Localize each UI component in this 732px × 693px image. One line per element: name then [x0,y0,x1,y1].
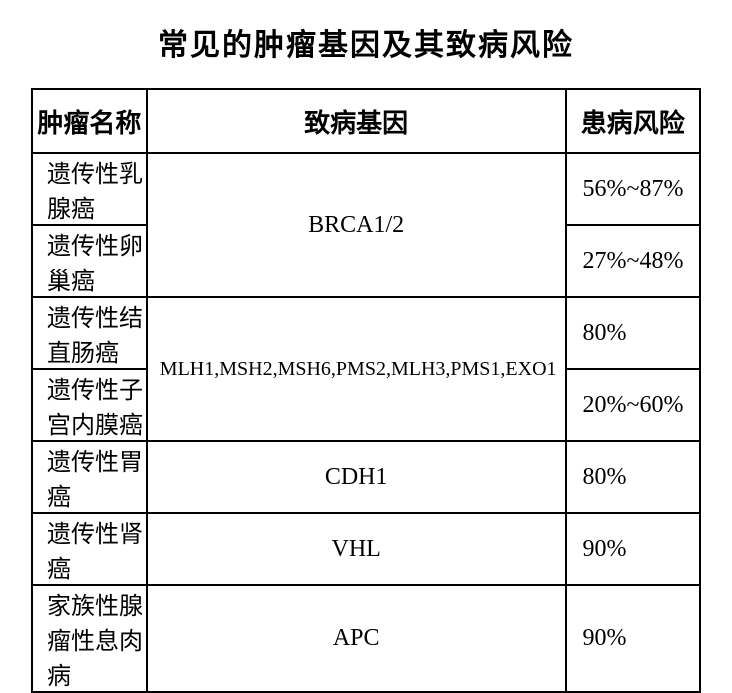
cell-tumor-name: 遗传性卵巢癌 [32,225,147,297]
cell-tumor-name: 遗传性结直肠癌 [32,297,147,369]
cell-gene: MLH1,MSH2,MSH6,PMS2,MLH3,PMS1,EXO1 [147,297,566,441]
tumor-gene-table: 肿瘤名称 致病基因 患病风险 遗传性乳腺癌 BRCA1/2 56%~87% 遗传… [31,88,701,693]
cell-risk: 90% [566,585,700,692]
cell-risk: 80% [566,297,700,369]
cell-tumor-name: 家族性腺瘤性息肉病 [32,585,147,692]
cell-tumor-name: 遗传性肾癌 [32,513,147,585]
table-row: 遗传性胃癌 CDH1 80% [32,441,700,513]
cell-gene: APC [147,585,566,692]
header-risk: 患病风险 [566,89,700,153]
cell-gene: CDH1 [147,441,566,513]
cell-risk: 27%~48% [566,225,700,297]
cell-tumor-name: 遗传性乳腺癌 [32,153,147,225]
table-row: 家族性腺瘤性息肉病 APC 90% [32,585,700,692]
table-row: 遗传性肾癌 VHL 90% [32,513,700,585]
cell-risk: 20%~60% [566,369,700,441]
table-row: 遗传性乳腺癌 BRCA1/2 56%~87% [32,153,700,225]
table-row: 遗传性结直肠癌 MLH1,MSH2,MSH6,PMS2,MLH3,PMS1,EX… [32,297,700,369]
cell-gene: VHL [147,513,566,585]
header-tumor-name: 肿瘤名称 [32,89,147,153]
cell-gene: BRCA1/2 [147,153,566,297]
cell-risk: 80% [566,441,700,513]
page-title: 常见的肿瘤基因及其致病风险 [158,20,574,64]
cell-tumor-name: 遗传性子宫内膜癌 [32,369,147,441]
cell-tumor-name: 遗传性胃癌 [32,441,147,513]
table-header-row: 肿瘤名称 致病基因 患病风险 [32,89,700,153]
cell-risk: 56%~87% [566,153,700,225]
cell-risk: 90% [566,513,700,585]
header-gene: 致病基因 [147,89,566,153]
